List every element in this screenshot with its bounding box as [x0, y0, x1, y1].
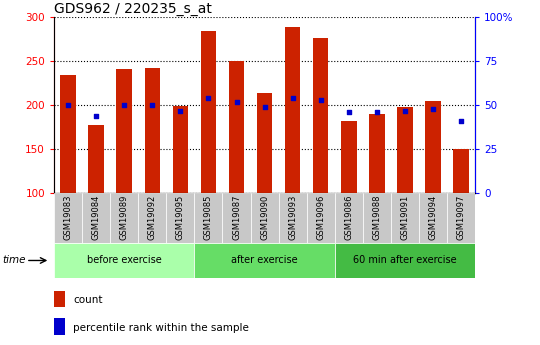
Text: percentile rank within the sample: percentile rank within the sample	[73, 323, 249, 333]
Point	[288, 96, 297, 101]
Text: before exercise: before exercise	[87, 256, 161, 265]
Text: GSM19097: GSM19097	[457, 195, 465, 240]
Bar	[82, 193, 110, 243]
Bar	[117, 69, 132, 193]
Text: GSM19094: GSM19094	[429, 195, 437, 240]
Point	[148, 102, 157, 108]
Bar	[369, 114, 384, 193]
Bar	[173, 106, 188, 193]
Bar	[194, 243, 335, 278]
Bar	[54, 243, 194, 278]
Text: GSM19089: GSM19089	[120, 195, 129, 240]
Bar	[229, 61, 244, 193]
Point	[92, 113, 100, 119]
Bar	[54, 193, 82, 243]
Bar	[447, 193, 475, 243]
Point	[373, 109, 381, 115]
Point	[345, 109, 353, 115]
Bar	[391, 193, 419, 243]
Bar	[110, 193, 138, 243]
Point	[316, 97, 325, 103]
Bar	[166, 193, 194, 243]
Bar	[201, 31, 216, 193]
Bar	[222, 193, 251, 243]
Point	[120, 102, 129, 108]
Text: GSM19092: GSM19092	[148, 195, 157, 240]
Bar	[60, 75, 76, 193]
Point	[64, 102, 72, 108]
Bar	[454, 149, 469, 193]
Text: GSM19093: GSM19093	[288, 195, 297, 240]
Text: 60 min after exercise: 60 min after exercise	[353, 256, 457, 265]
Bar	[335, 243, 475, 278]
Text: GSM19096: GSM19096	[316, 195, 325, 240]
Text: GSM19090: GSM19090	[260, 195, 269, 240]
Point	[401, 108, 409, 113]
Bar	[335, 193, 363, 243]
Point	[232, 99, 241, 105]
Bar	[279, 193, 307, 243]
Bar	[285, 27, 300, 193]
Text: GSM19083: GSM19083	[64, 195, 72, 240]
Bar	[89, 126, 104, 193]
Bar	[194, 193, 222, 243]
Point	[457, 118, 465, 124]
Bar	[257, 93, 272, 193]
Bar	[54, 318, 65, 335]
Text: count: count	[73, 295, 103, 305]
Bar	[341, 121, 356, 193]
Text: GSM19087: GSM19087	[232, 195, 241, 240]
Bar	[145, 68, 160, 193]
Text: GSM19095: GSM19095	[176, 195, 185, 240]
Bar	[307, 193, 335, 243]
Point	[176, 108, 185, 113]
Point	[204, 96, 213, 101]
Point	[429, 106, 437, 111]
Bar	[419, 193, 447, 243]
Text: GSM19088: GSM19088	[373, 195, 381, 240]
Bar	[138, 193, 166, 243]
Bar	[363, 193, 391, 243]
Text: GSM19085: GSM19085	[204, 195, 213, 240]
Bar	[313, 38, 328, 193]
Bar	[251, 193, 279, 243]
Bar	[54, 291, 65, 307]
Text: GSM19086: GSM19086	[345, 195, 353, 240]
Bar	[426, 101, 441, 193]
Text: GDS962 / 220235_s_at: GDS962 / 220235_s_at	[54, 2, 212, 16]
Text: time: time	[3, 256, 26, 265]
Point	[260, 104, 269, 110]
Text: after exercise: after exercise	[231, 256, 298, 265]
Text: GSM19084: GSM19084	[92, 195, 100, 240]
Bar	[397, 107, 413, 193]
Text: GSM19091: GSM19091	[401, 195, 409, 240]
